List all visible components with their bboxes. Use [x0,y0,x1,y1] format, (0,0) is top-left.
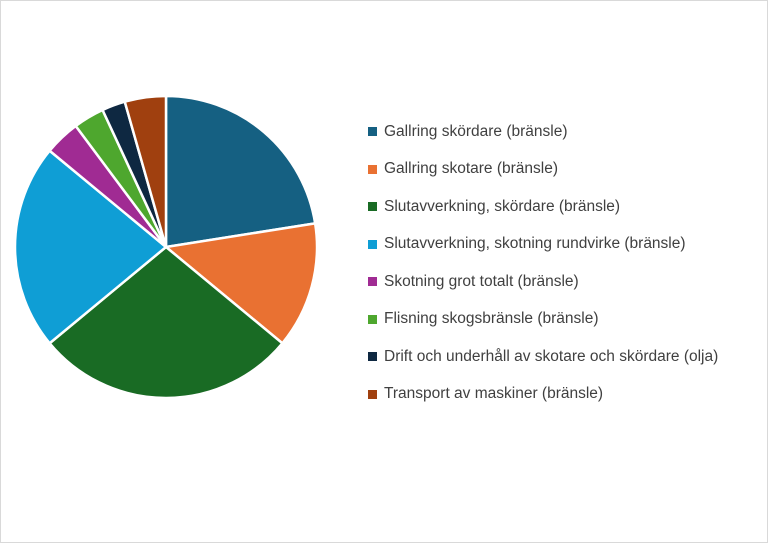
legend-swatch [368,314,377,324]
legend-item-6: Flisning skogsbränsle (bränsle) [368,301,718,339]
legend-label: Gallring skördare (bränsle) [384,122,568,140]
pie-slice-1 [164,94,317,249]
legend-label: Skotning grot totalt (bränsle) [384,272,579,290]
legend-swatch [368,277,377,287]
legend-label: Transport av maskiner (bränsle) [384,385,604,403]
chart-legend: Gallring skördare (bränsle) Gallring skot… [368,113,718,413]
legend-swatch [368,202,377,212]
legend-label: Flisning skogsbränsle (bränsle) [384,310,599,328]
legend-swatch [368,239,377,249]
legend-swatch [368,164,377,174]
legend-item-1: Gallring skördare (bränsle) [368,113,718,151]
legend-item-8: Transport av maskiner (bränsle) [368,376,718,414]
legend-label: Gallring skotare (bränsle) [384,160,559,178]
pie-slice-8 [123,94,168,249]
legend-item-2: Gallring skotare (bränsle) [368,151,718,189]
legend-swatch [368,389,377,399]
legend-item-7: Drift och underhåll av skotare och skörd… [368,338,718,376]
legend-swatch [368,352,377,362]
legend-label: Slutavverkning, skotning rundvirke (brän… [384,235,686,253]
pie-slice-3 [48,245,284,400]
legend-item-5: Skotning grot totalt (bränsle) [368,263,718,301]
pie-slice-4 [13,149,168,345]
legend-item-4: Slutavverkning, skotning rundvirke (brän… [368,226,718,264]
legend-item-3: Slutavverkning, skördare (bränsle) [368,188,718,226]
pie-slice-2 [164,222,319,345]
legend-label: Slutavverkning, skördare (bränsle) [384,197,621,215]
legend-label: Drift och underhåll av skotare och skörd… [384,347,719,365]
legend-swatch [368,127,377,137]
